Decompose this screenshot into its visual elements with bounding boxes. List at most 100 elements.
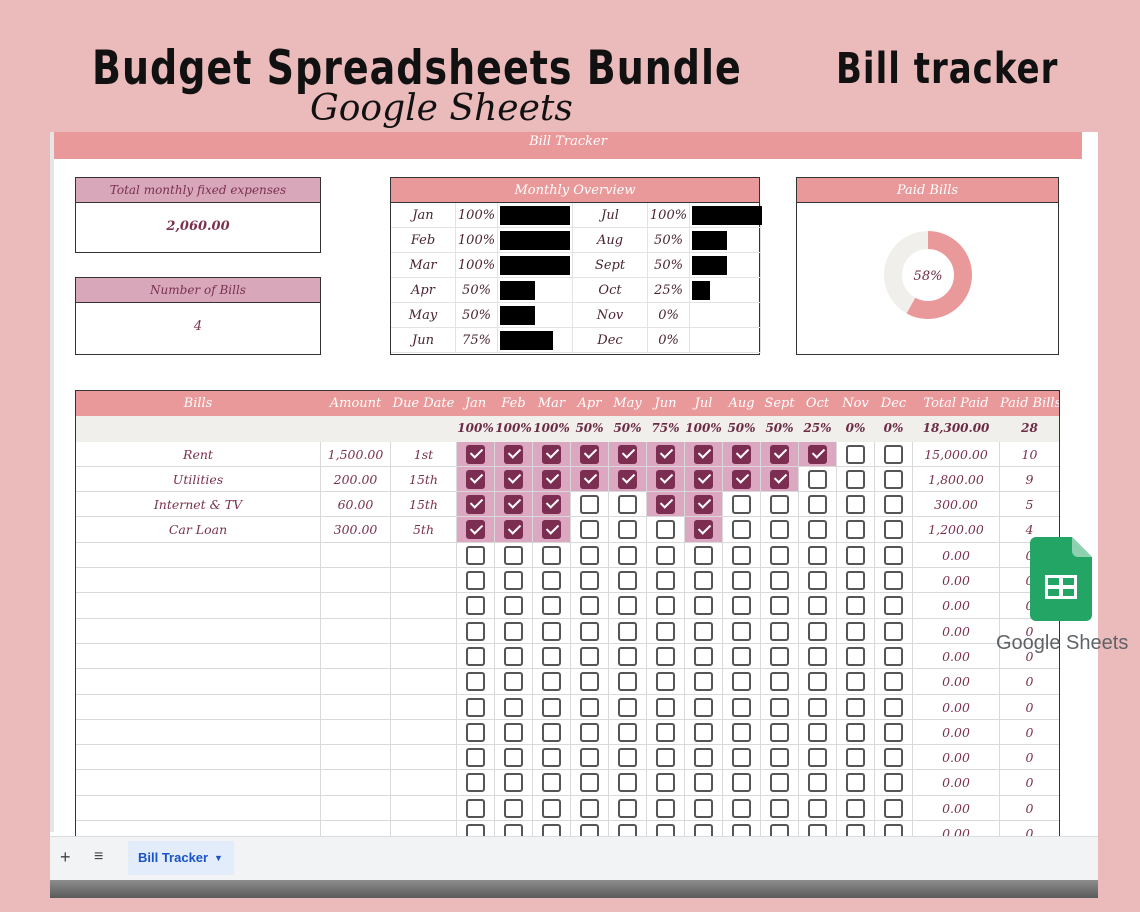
unchecked-checkbox[interactable]	[694, 722, 713, 742]
unchecked-checkbox[interactable]	[884, 646, 903, 666]
checked-checkbox[interactable]	[694, 469, 713, 489]
checked-checkbox[interactable]	[542, 495, 561, 515]
unchecked-checkbox[interactable]	[732, 773, 751, 793]
unchecked-checkbox[interactable]	[466, 545, 485, 565]
unchecked-checkbox[interactable]	[618, 621, 637, 641]
unchecked-checkbox[interactable]	[580, 596, 599, 616]
unchecked-checkbox[interactable]	[808, 621, 827, 641]
unchecked-checkbox[interactable]	[580, 798, 599, 818]
unchecked-checkbox[interactable]	[618, 520, 637, 540]
unchecked-checkbox[interactable]	[656, 722, 675, 742]
bill-amount[interactable]	[321, 694, 391, 720]
plus-icon[interactable]: +	[60, 847, 71, 867]
bill-name[interactable]: Car Loan	[76, 517, 321, 543]
checked-checkbox[interactable]	[656, 495, 675, 515]
unchecked-checkbox[interactable]	[808, 545, 827, 565]
unchecked-checkbox[interactable]	[694, 596, 713, 616]
unchecked-checkbox[interactable]	[846, 672, 865, 692]
bill-amount[interactable]: 60.00	[321, 492, 391, 518]
unchecked-checkbox[interactable]	[808, 571, 827, 591]
list-icon[interactable]: ≡	[94, 848, 104, 865]
bill-due-date[interactable]	[391, 669, 457, 695]
unchecked-checkbox[interactable]	[580, 545, 599, 565]
bill-amount[interactable]	[321, 542, 391, 569]
unchecked-checkbox[interactable]	[542, 773, 561, 793]
unchecked-checkbox[interactable]	[732, 646, 751, 666]
unchecked-checkbox[interactable]	[732, 621, 751, 641]
unchecked-checkbox[interactable]	[884, 545, 903, 565]
bill-name[interactable]: Utilities	[76, 466, 321, 493]
unchecked-checkbox[interactable]	[884, 621, 903, 641]
unchecked-checkbox[interactable]	[846, 596, 865, 616]
bill-due-date[interactable]	[391, 694, 457, 720]
unchecked-checkbox[interactable]	[808, 596, 827, 616]
unchecked-checkbox[interactable]	[884, 748, 903, 768]
checked-checkbox[interactable]	[466, 444, 485, 464]
bill-amount[interactable]: 200.00	[321, 466, 391, 493]
unchecked-checkbox[interactable]	[732, 596, 751, 616]
unchecked-checkbox[interactable]	[466, 798, 485, 818]
unchecked-checkbox[interactable]	[504, 596, 523, 616]
unchecked-checkbox[interactable]	[656, 748, 675, 768]
unchecked-checkbox[interactable]	[618, 798, 637, 818]
unchecked-checkbox[interactable]	[618, 672, 637, 692]
unchecked-checkbox[interactable]	[542, 672, 561, 692]
unchecked-checkbox[interactable]	[694, 697, 713, 717]
unchecked-checkbox[interactable]	[504, 697, 523, 717]
checked-checkbox[interactable]	[466, 520, 485, 540]
bill-name[interactable]: Internet & TV	[76, 492, 321, 518]
bill-due-date[interactable]	[391, 568, 457, 594]
caret-down-icon[interactable]: ▼	[214, 853, 223, 863]
unchecked-checkbox[interactable]	[542, 748, 561, 768]
checked-checkbox[interactable]	[618, 469, 637, 489]
bill-name[interactable]	[76, 669, 321, 695]
unchecked-checkbox[interactable]	[846, 773, 865, 793]
bill-due-date[interactable]	[391, 618, 457, 644]
bill-amount[interactable]	[321, 770, 391, 796]
unchecked-checkbox[interactable]	[846, 469, 865, 489]
unchecked-checkbox[interactable]	[466, 722, 485, 742]
unchecked-checkbox[interactable]	[846, 798, 865, 818]
unchecked-checkbox[interactable]	[884, 571, 903, 591]
unchecked-checkbox[interactable]	[770, 545, 789, 565]
unchecked-checkbox[interactable]	[808, 520, 827, 540]
unchecked-checkbox[interactable]	[884, 495, 903, 515]
bill-name[interactable]	[76, 618, 321, 644]
unchecked-checkbox[interactable]	[808, 646, 827, 666]
bill-name[interactable]	[76, 643, 321, 670]
unchecked-checkbox[interactable]	[618, 748, 637, 768]
unchecked-checkbox[interactable]	[846, 495, 865, 515]
bill-count-value[interactable]: 4	[193, 319, 203, 334]
checked-checkbox[interactable]	[618, 444, 637, 464]
checked-checkbox[interactable]	[580, 469, 599, 489]
unchecked-checkbox[interactable]	[694, 571, 713, 591]
unchecked-checkbox[interactable]	[770, 621, 789, 641]
unchecked-checkbox[interactable]	[846, 545, 865, 565]
bill-name[interactable]	[76, 568, 321, 594]
unchecked-checkbox[interactable]	[466, 672, 485, 692]
unchecked-checkbox[interactable]	[694, 545, 713, 565]
bill-amount[interactable]	[321, 593, 391, 619]
unchecked-checkbox[interactable]	[770, 520, 789, 540]
unchecked-checkbox[interactable]	[770, 596, 789, 616]
unchecked-checkbox[interactable]	[732, 571, 751, 591]
bill-name[interactable]	[76, 542, 321, 569]
unchecked-checkbox[interactable]	[618, 571, 637, 591]
bill-amount[interactable]: 300.00	[321, 517, 391, 543]
unchecked-checkbox[interactable]	[808, 773, 827, 793]
bill-amount[interactable]	[321, 795, 391, 822]
unchecked-checkbox[interactable]	[770, 773, 789, 793]
unchecked-checkbox[interactable]	[466, 748, 485, 768]
bill-name[interactable]	[76, 745, 321, 771]
unchecked-checkbox[interactable]	[732, 748, 751, 768]
unchecked-checkbox[interactable]	[618, 596, 637, 616]
unchecked-checkbox[interactable]	[656, 646, 675, 666]
bill-amount[interactable]	[321, 568, 391, 594]
unchecked-checkbox[interactable]	[884, 672, 903, 692]
checked-checkbox[interactable]	[694, 495, 713, 515]
bill-name[interactable]	[76, 795, 321, 822]
unchecked-checkbox[interactable]	[542, 621, 561, 641]
unchecked-checkbox[interactable]	[580, 672, 599, 692]
unchecked-checkbox[interactable]	[694, 672, 713, 692]
unchecked-checkbox[interactable]	[504, 545, 523, 565]
